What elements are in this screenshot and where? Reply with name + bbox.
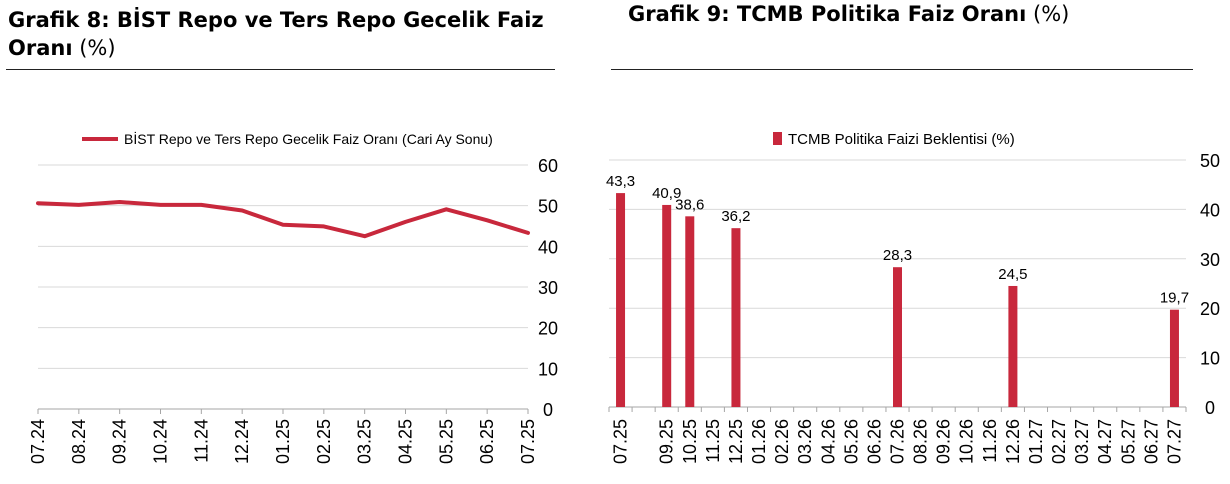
title-rule <box>6 69 555 70</box>
x-tick-label: 11.26 <box>980 419 1000 463</box>
x-tick-label: 03.25 <box>355 419 375 464</box>
y-tick-label: 50 <box>538 197 558 217</box>
bar <box>685 216 695 407</box>
chart-title: Grafik 8: BİST Repo ve Ters Repo Gecelik… <box>8 6 556 62</box>
x-tick-label: 12.24 <box>232 419 252 464</box>
x-tick-label: 04.26 <box>818 419 838 464</box>
bar <box>662 204 672 407</box>
chart-panel-right: Grafik 9: TCMB Politika Faiz Oranı (%) 0… <box>605 0 1230 484</box>
bar <box>731 228 741 407</box>
x-tick-label: 07.27 <box>1164 419 1184 464</box>
x-tick-label: 09.26 <box>934 419 954 464</box>
x-tick-label: 01.27 <box>1026 419 1046 464</box>
x-tick-label: 08.24 <box>69 419 89 464</box>
x-tick-label: 05.26 <box>841 419 861 464</box>
y-tick-label: 10 <box>538 359 558 379</box>
chart-panel-left: Grafik 8: BİST Repo ve Ters Repo Gecelik… <box>0 0 560 484</box>
chart-title-unit: (%) <box>1033 2 1070 26</box>
legend-label: BİST Repo ve Ters Repo Gecelik Faiz Oran… <box>124 130 493 147</box>
legend-swatch <box>773 132 782 145</box>
x-tick-label: 01.26 <box>749 419 769 464</box>
x-tick-label: 06.27 <box>1141 419 1161 464</box>
x-tick-label: 07.25 <box>518 419 538 464</box>
x-tick-label: 11.24 <box>191 419 211 463</box>
y-tick-label: 60 <box>538 156 558 176</box>
x-tick-label: 07.26 <box>888 419 908 464</box>
x-tick-label: 04.25 <box>396 419 416 464</box>
data-label: 19,7 <box>1160 290 1189 307</box>
chart-title-unit: (%) <box>79 36 116 60</box>
y-tick-label: 40 <box>538 237 558 257</box>
x-tick-label: 06.26 <box>864 419 884 464</box>
data-label: 40,9 <box>652 185 681 202</box>
x-tick-label: 05.25 <box>436 419 456 464</box>
y-tick-label: 20 <box>1200 299 1220 319</box>
y-tick-label: 30 <box>1200 250 1220 270</box>
x-tick-label: 03.26 <box>795 419 815 464</box>
x-tick-label: 10.25 <box>680 419 700 464</box>
legend-label: TCMB Politika Faizi Beklentisi (%) <box>788 131 1015 148</box>
x-tick-label: 07.24 <box>28 419 48 464</box>
chart-title: Grafik 9: TCMB Politika Faiz Oranı (%) <box>628 0 1228 28</box>
x-tick-label: 10.24 <box>151 419 171 464</box>
x-tick-label: 02.25 <box>314 419 334 464</box>
x-tick-label: 02.26 <box>772 419 792 464</box>
data-label: 43,3 <box>606 173 635 190</box>
y-tick-label: 40 <box>1200 200 1220 220</box>
bar <box>1008 285 1018 407</box>
bar <box>893 267 902 407</box>
bar-chart: 0 10 20 30 40 50 43,3 40,938,6 36,2 28,3 24,5 19,7 0… <box>606 131 1220 464</box>
y-tick-label: 30 <box>538 278 558 298</box>
data-label: 24,5 <box>998 266 1027 283</box>
x-tick-label: 12.26 <box>1003 419 1023 464</box>
x-tick-label: 07.25 <box>611 419 631 464</box>
x-tick-label: 04.27 <box>1095 419 1115 464</box>
chart-title-text: Grafik 9: TCMB Politika Faiz Oranı <box>628 2 1027 26</box>
title-rule <box>611 69 1193 70</box>
x-tick-label: 06.25 <box>477 419 497 464</box>
y-tick-label: 0 <box>543 400 553 420</box>
data-label: 28,3 <box>883 247 912 264</box>
x-tick-label: 02.27 <box>1049 419 1069 464</box>
x-tick-label: 11.25 <box>703 419 723 463</box>
x-tick-label: 05.27 <box>1118 419 1138 464</box>
chart-title-text: Grafik 8: BİST Repo ve Ters Repo Gecelik… <box>8 8 544 60</box>
x-tick-label: 09.24 <box>110 419 130 464</box>
y-tick-label: 10 <box>1200 349 1220 369</box>
x-tick-label: 10.26 <box>957 419 977 464</box>
y-tick-label: 20 <box>538 319 558 339</box>
bar <box>1169 309 1179 407</box>
data-label: 36,2 <box>721 208 750 225</box>
bar <box>616 193 626 407</box>
x-tick-label: 01.25 <box>273 419 293 464</box>
x-tick-label: 12.25 <box>726 419 746 464</box>
x-tick-label: 09.25 <box>657 419 677 464</box>
series-line <box>36 200 530 239</box>
data-label: 38,6 <box>675 196 704 213</box>
y-tick-label: 50 <box>1200 151 1220 171</box>
line-chart: 0 10 20 30 40 50 60 07.24 08.24 09.24 10.24 11.24 12… <box>28 130 558 464</box>
x-tick-label: 03.27 <box>1072 419 1092 464</box>
x-tick-label: 08.26 <box>911 419 931 464</box>
y-tick-label: 0 <box>1205 398 1215 418</box>
